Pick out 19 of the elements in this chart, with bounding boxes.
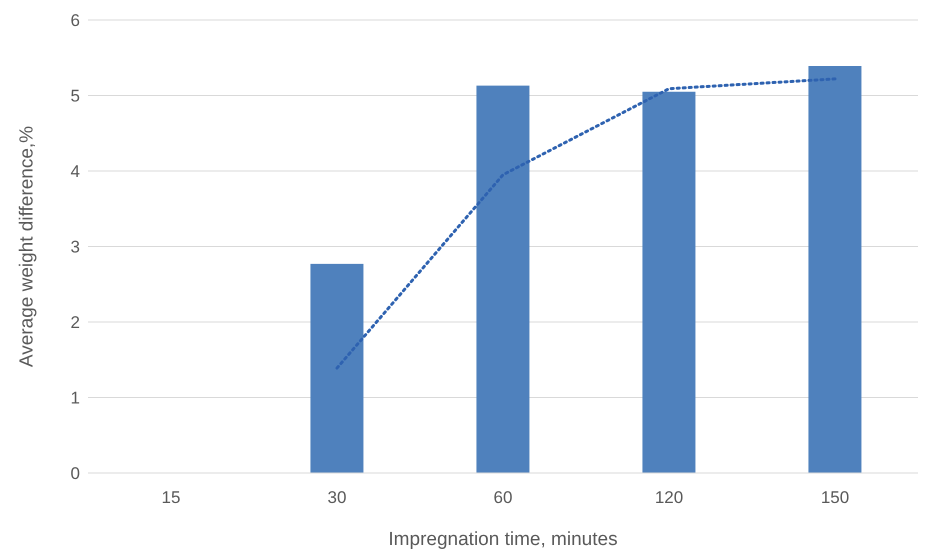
y-tick-label: 6 bbox=[70, 11, 80, 30]
bar bbox=[808, 66, 862, 473]
y-tick-label: 0 bbox=[70, 464, 80, 484]
x-tick-label: 60 bbox=[494, 488, 512, 508]
bar bbox=[642, 92, 696, 473]
y-tick-label: 3 bbox=[70, 238, 80, 257]
x-tick-label: 150 bbox=[820, 488, 850, 508]
x-tick-label: 120 bbox=[654, 488, 684, 508]
y-tick-label: 5 bbox=[70, 86, 80, 106]
bar bbox=[310, 264, 364, 473]
x-tick-label: 30 bbox=[328, 488, 346, 508]
x-tick-label: 15 bbox=[162, 488, 180, 508]
y-tick-label: 2 bbox=[70, 313, 80, 332]
y-axis-title: Average weight difference,% bbox=[16, 126, 38, 368]
line-series bbox=[336, 77, 836, 370]
bar bbox=[476, 86, 530, 473]
y-tick-label: 1 bbox=[70, 388, 80, 408]
x-axis-title: Impregnation time, minutes bbox=[388, 529, 618, 550]
y-tick-label: 4 bbox=[70, 162, 80, 182]
